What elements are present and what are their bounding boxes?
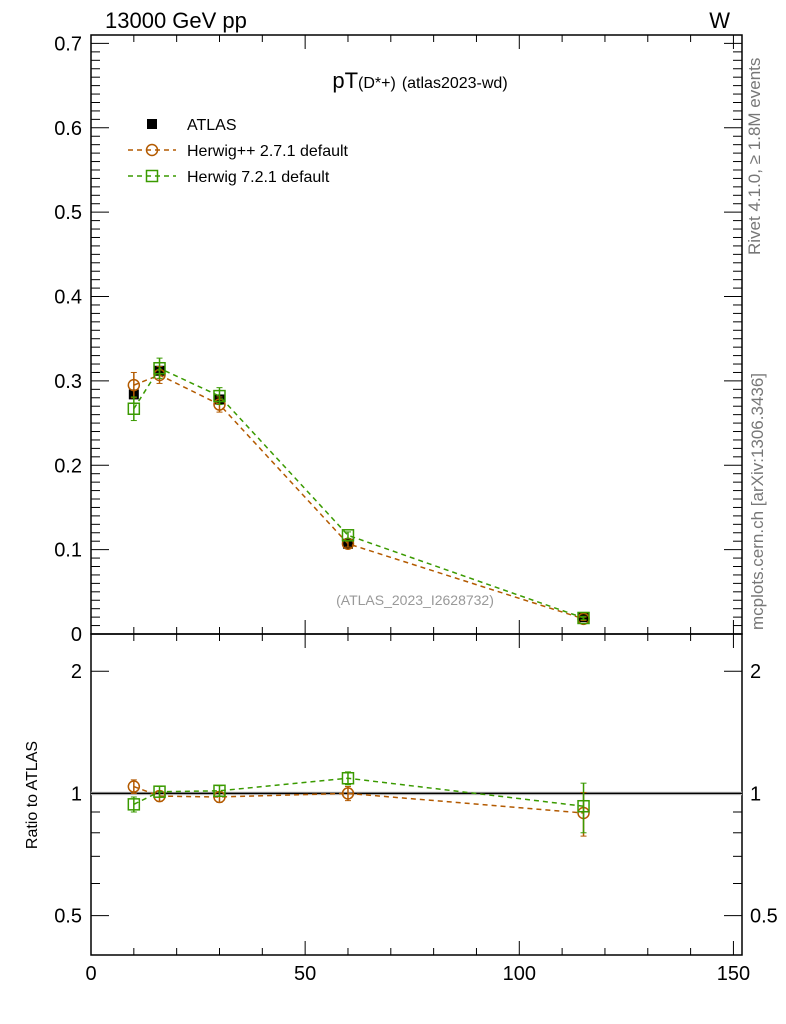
x-tick-label: 150 (717, 963, 750, 985)
ratio-ylabel: Ratio to ATLAS (24, 741, 41, 849)
title-main: pT (332, 68, 358, 93)
rivet-label: Rivet 4.1.0, ≥ 1.8M events (745, 58, 764, 255)
title-tag: (atlas2023-wd) (402, 75, 508, 92)
series-2-line (133, 367, 584, 619)
ratio-y-tick-label: 2 (71, 661, 82, 683)
series-1-line (133, 374, 584, 620)
ratio-series-1-point (213, 784, 226, 798)
y-tick-label: 0.7 (54, 33, 82, 55)
series-2-point (213, 389, 226, 403)
ratio-series-0-line (133, 785, 584, 814)
y-tick-label: 0.2 (54, 455, 82, 477)
ratio-series-0-point (127, 780, 141, 793)
x-tick-label: 50 (294, 963, 316, 985)
ratio-series-1-point (341, 771, 355, 785)
x-tick-label: 0 (85, 963, 96, 985)
plot-title: pT(D*+) (atlas2023-wd) (332, 68, 507, 93)
ratio-y-tick-label: 1 (71, 783, 82, 805)
legend-marker (145, 143, 159, 157)
legend-marker (145, 169, 159, 183)
y-tick-label: 0.4 (54, 287, 82, 309)
ratio-series-1-point (577, 799, 590, 813)
legend-marker (147, 119, 157, 129)
ratio-y-tick-label: 0.5 (54, 906, 82, 928)
y-tick-label: 0.5 (54, 202, 82, 224)
ratio-y-tick-label-right: 1 (750, 783, 761, 805)
legend-label: ATLAS (187, 117, 237, 134)
series-2-point (153, 361, 166, 375)
ratio-series-1-point (127, 798, 141, 811)
ratio-y-tick-label-right: 0.5 (750, 906, 778, 928)
ratio-series-1-point (153, 785, 166, 798)
mcplots-label: mcplots.cern.ch [arXiv:1306.3436] (748, 373, 767, 630)
ratio-series-0-point (341, 787, 355, 800)
process-label: W (709, 8, 730, 33)
series-1-point (127, 378, 141, 392)
series-2-point (127, 402, 141, 415)
energy-label: 13000 GeV pp (105, 8, 247, 33)
legend-label: Herwig 7.2.1 default (187, 169, 330, 186)
title-sub: (D*+) (358, 75, 396, 92)
y-tick-label: 0 (71, 624, 82, 646)
series-2-point (341, 529, 355, 542)
legend-label: Herwig++ 2.7.1 default (187, 143, 349, 160)
x-tick-label: 100 (503, 963, 536, 985)
y-tick-label: 0.6 (54, 118, 82, 140)
series-2-point (577, 611, 590, 625)
analysis-watermark: (ATLAS_2023_I2628732) (336, 592, 494, 608)
y-tick-label: 0.1 (54, 540, 82, 562)
y-tick-label: 0.3 (54, 371, 82, 393)
ratio-y-tick-label-right: 2 (750, 661, 761, 683)
ratio-series-1-line (133, 777, 584, 807)
